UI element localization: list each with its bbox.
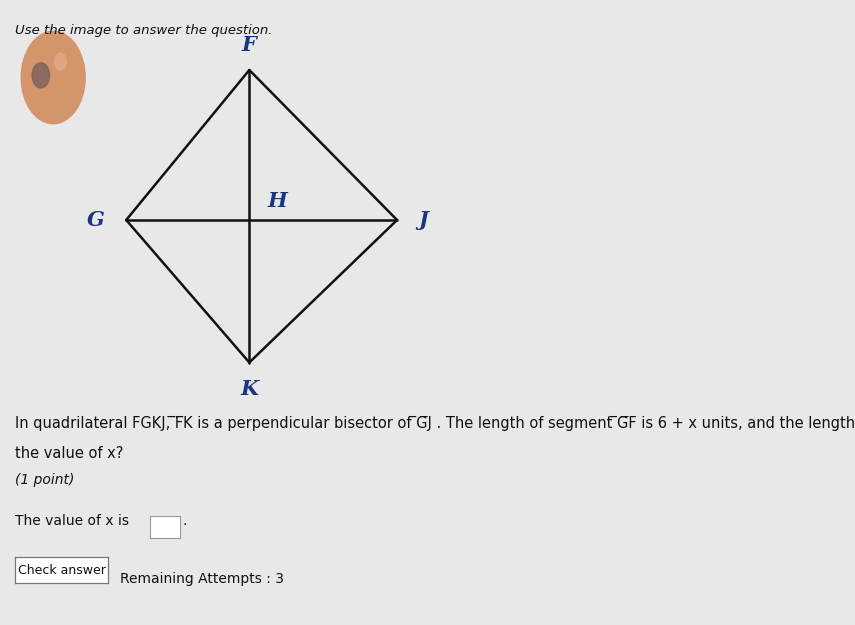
- Text: .: .: [182, 514, 186, 528]
- Text: (1 point): (1 point): [15, 473, 74, 487]
- Text: Use the image to answer the question.: Use the image to answer the question.: [15, 24, 273, 37]
- Text: G: G: [86, 210, 104, 230]
- Text: Remaining Attempts : 3: Remaining Attempts : 3: [120, 572, 284, 586]
- Circle shape: [55, 53, 67, 70]
- Circle shape: [32, 62, 50, 88]
- Text: the value of x?: the value of x?: [15, 446, 124, 461]
- Text: The value of x is: The value of x is: [15, 514, 129, 528]
- Text: H: H: [268, 191, 287, 211]
- Text: F: F: [242, 35, 256, 55]
- Text: K: K: [240, 379, 258, 399]
- Text: Check answer: Check answer: [18, 564, 105, 576]
- Text: In quadrilateral FGKJ, ̅F̅K is a perpendicular bisector of ̅G̅J . The length of : In quadrilateral FGKJ, ̅F̅K is a perpend…: [15, 416, 855, 431]
- Text: J: J: [419, 210, 428, 230]
- Circle shape: [21, 31, 86, 124]
